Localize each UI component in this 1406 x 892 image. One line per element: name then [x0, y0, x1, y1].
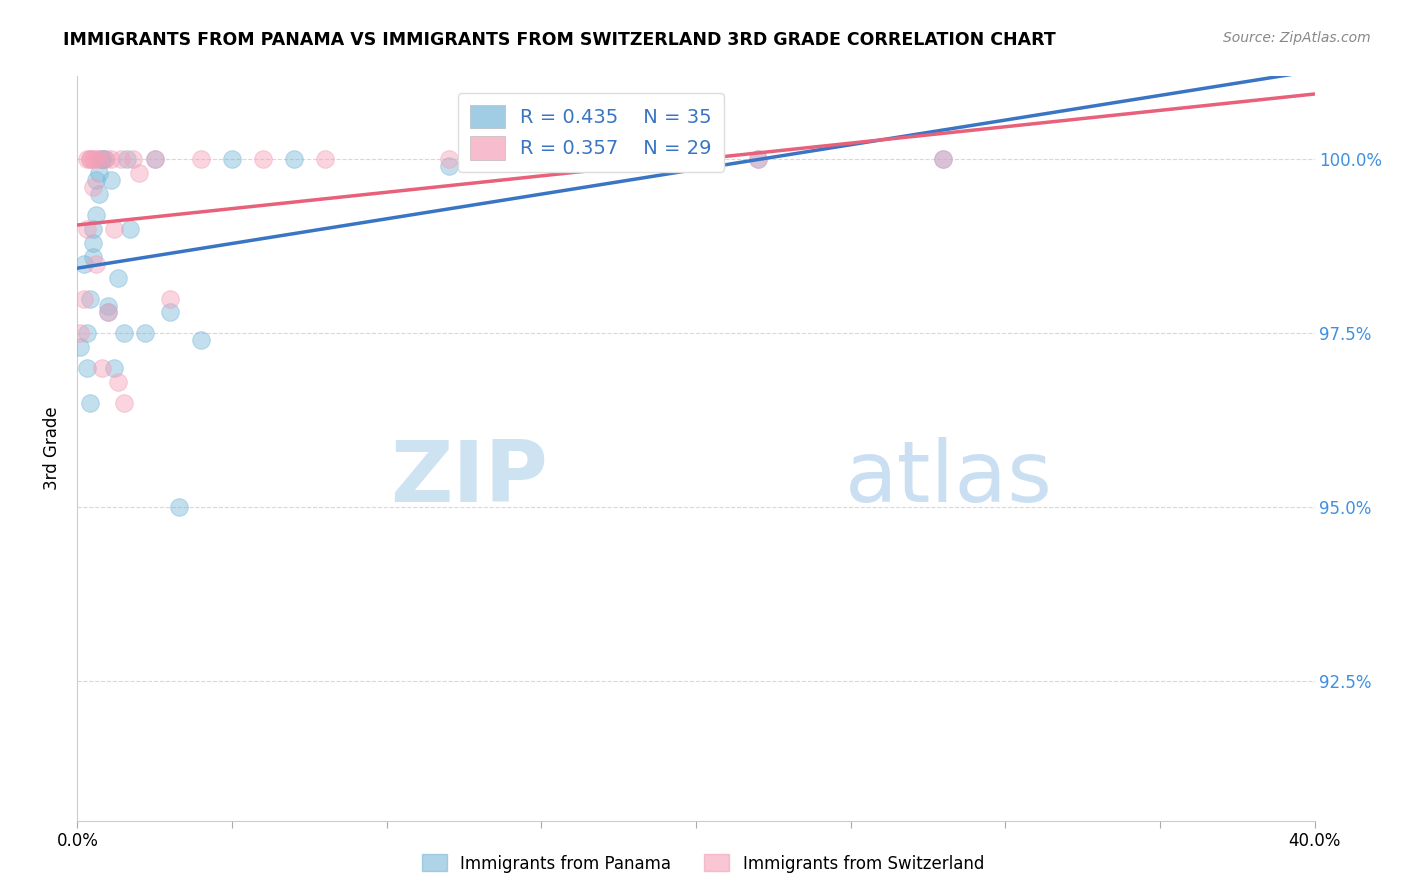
Point [72, 257, 94, 271]
Point [159, 292, 181, 306]
Point [747, 153, 769, 167]
Point [76, 153, 98, 167]
Point [82, 250, 104, 264]
Point [76, 326, 98, 341]
Point [623, 153, 645, 167]
Point [79, 396, 101, 410]
Point [118, 222, 141, 236]
Point [97, 305, 120, 319]
Point [91, 153, 114, 167]
Point [84, 153, 107, 167]
Point [112, 396, 135, 410]
Point [87, 153, 110, 167]
Point [747, 153, 769, 167]
Point [82, 222, 104, 236]
Point [115, 153, 138, 167]
Point [82, 180, 104, 194]
Legend: Immigrants from Panama, Immigrants from Switzerland: Immigrants from Panama, Immigrants from … [415, 847, 991, 880]
Point [94, 153, 117, 167]
Point [107, 270, 129, 285]
Point [110, 153, 132, 167]
Point [69, 340, 91, 354]
Point [190, 153, 212, 167]
Text: atlas: atlas [845, 436, 1053, 519]
Point [103, 361, 125, 376]
Point [82, 153, 104, 167]
Point [79, 153, 101, 167]
Point [84, 173, 107, 187]
Point [100, 153, 122, 167]
Point [190, 334, 212, 348]
Point [100, 173, 122, 187]
Point [97, 305, 120, 319]
Point [932, 153, 955, 167]
Point [159, 305, 181, 319]
Point [932, 153, 955, 167]
Point [128, 166, 150, 180]
Point [143, 153, 166, 167]
Point [112, 326, 135, 341]
Point [97, 299, 120, 313]
Point [91, 153, 114, 167]
Text: IMMIGRANTS FROM PANAMA VS IMMIGRANTS FROM SWITZERLAND 3RD GRADE CORRELATION CHAR: IMMIGRANTS FROM PANAMA VS IMMIGRANTS FRO… [63, 31, 1056, 49]
Point [252, 153, 274, 167]
Text: ZIP: ZIP [389, 436, 547, 519]
Point [79, 292, 101, 306]
Point [69, 326, 91, 341]
Point [122, 153, 145, 167]
Point [76, 222, 98, 236]
Point [87, 166, 110, 180]
Point [91, 361, 114, 376]
Point [283, 153, 305, 167]
Point [84, 257, 107, 271]
Point [72, 292, 94, 306]
Point [76, 361, 98, 376]
Point [94, 153, 117, 167]
Legend: R = 0.435    N = 35, R = 0.357    N = 29: R = 0.435 N = 35, R = 0.357 N = 29 [458, 93, 724, 171]
Point [437, 153, 460, 167]
Point [134, 326, 156, 341]
Point [143, 153, 166, 167]
Point [103, 222, 125, 236]
Point [79, 153, 101, 167]
Point [82, 235, 104, 250]
Point [169, 500, 191, 515]
Text: Source: ZipAtlas.com: Source: ZipAtlas.com [1223, 31, 1371, 45]
Point [221, 153, 243, 167]
Point [107, 375, 129, 389]
Y-axis label: 3rd Grade: 3rd Grade [44, 407, 62, 490]
Point [84, 208, 107, 222]
Point [314, 153, 336, 167]
Point [87, 187, 110, 202]
Point [437, 159, 460, 173]
